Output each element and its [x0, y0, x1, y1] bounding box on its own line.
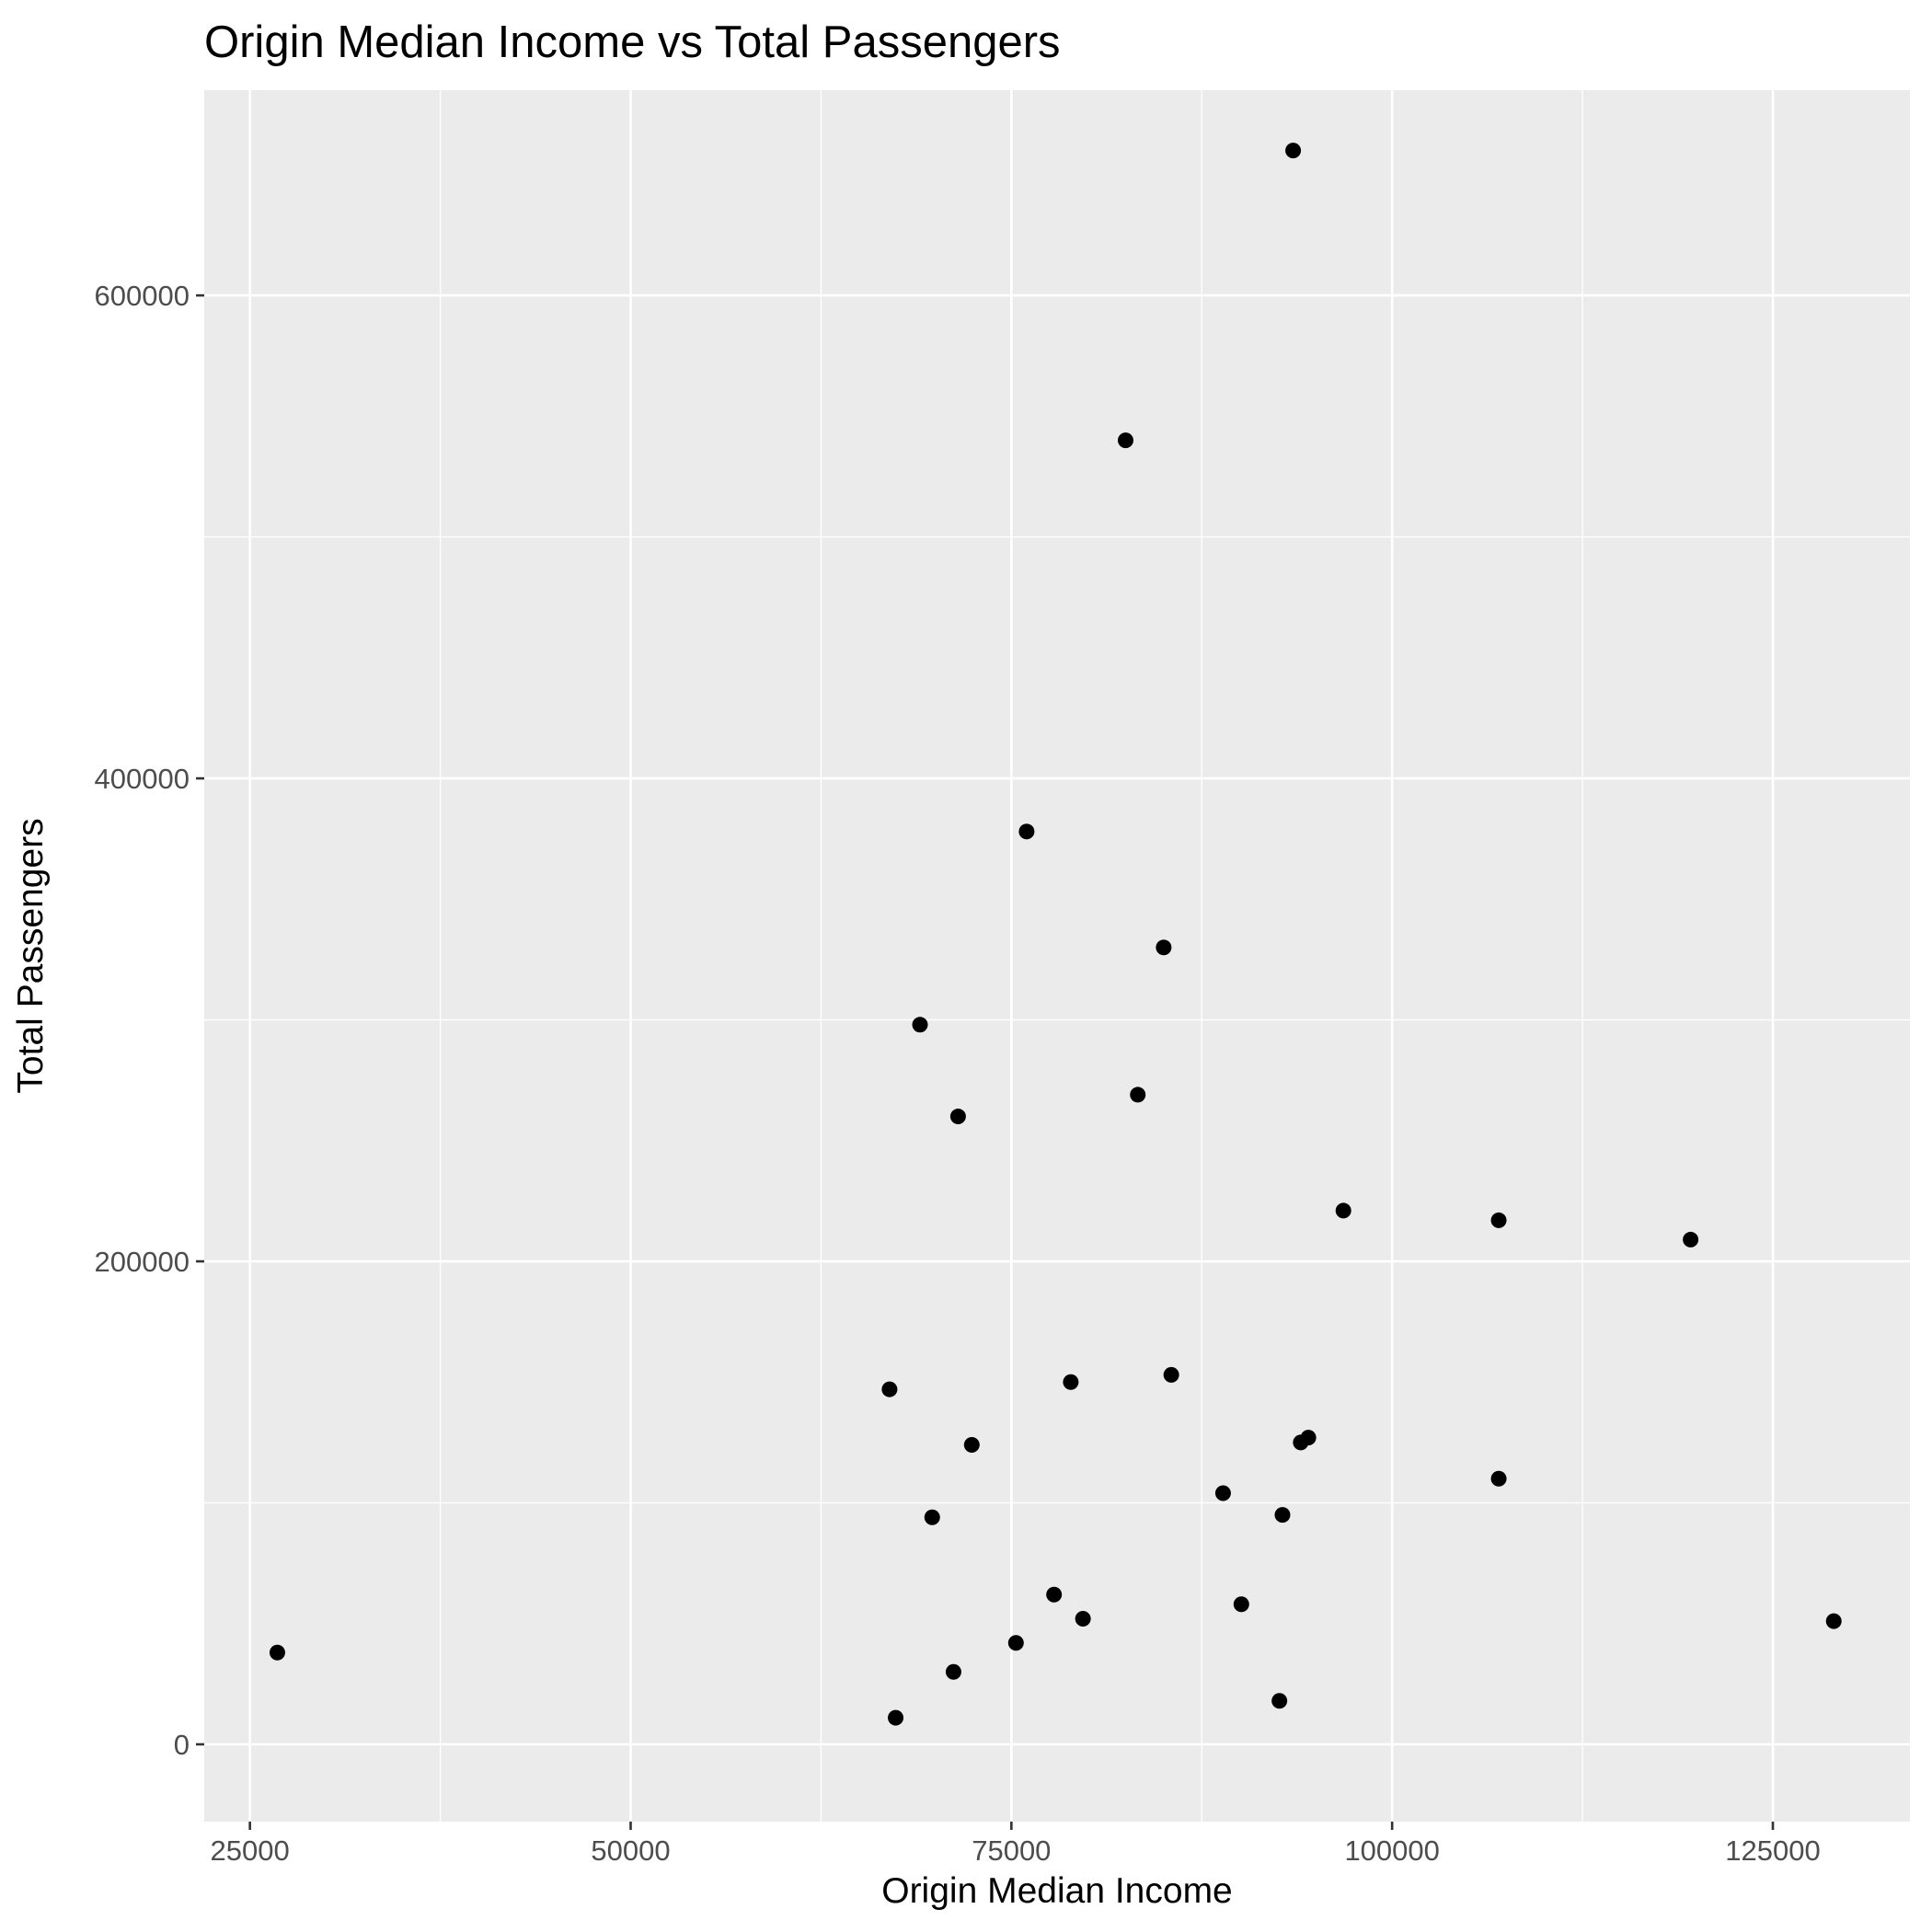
major-gridlines — [204, 90, 1910, 1822]
data-point-15 — [963, 1437, 980, 1454]
y-axis-title: Total Passengers — [11, 818, 51, 1093]
data-point-2 — [1018, 823, 1035, 840]
data-point-7 — [1335, 1202, 1351, 1219]
minor-gridlines — [204, 90, 1910, 1822]
data-point-27 — [1271, 1693, 1288, 1709]
x-tick-label-1: 50000 — [591, 1834, 670, 1867]
x-axis: 25000 50000 75000 100000 125000 — [211, 1822, 1821, 1867]
data-point-20 — [1046, 1586, 1063, 1603]
data-point-18 — [1274, 1507, 1291, 1524]
y-tick-label-3: 600000 — [95, 280, 190, 312]
x-tick-label-3: 100000 — [1344, 1834, 1439, 1867]
x-tick-label-4: 125000 — [1725, 1834, 1820, 1867]
data-point-6 — [949, 1109, 966, 1125]
data-point-12 — [881, 1381, 898, 1397]
data-point-14 — [1293, 1434, 1309, 1451]
data-point-5 — [1130, 1087, 1146, 1103]
data-point-1 — [1117, 432, 1133, 449]
data-point-22 — [1075, 1611, 1091, 1627]
data-point-23 — [1825, 1613, 1842, 1629]
data-point-11 — [1063, 1374, 1079, 1390]
data-point-28 — [888, 1709, 904, 1726]
data-point-9 — [1683, 1231, 1699, 1248]
x-tick-label-2: 75000 — [972, 1834, 1051, 1867]
data-point-10 — [1163, 1366, 1179, 1383]
chart-title: Origin Median Income vs Total Passengers — [204, 17, 1061, 67]
y-tick-label-0: 0 — [174, 1729, 190, 1761]
x-tick-label-0: 25000 — [211, 1834, 290, 1867]
data-point-4 — [912, 1017, 928, 1033]
data-point-0 — [1285, 143, 1302, 159]
data-point-16 — [1490, 1470, 1507, 1487]
data-point-26 — [945, 1663, 961, 1680]
data-point-3 — [1156, 939, 1172, 956]
data-point-17 — [1214, 1485, 1231, 1501]
data-point-19 — [924, 1509, 940, 1525]
y-tick-label-1: 200000 — [95, 1246, 190, 1278]
plot-panel — [204, 90, 1910, 1822]
data-points — [269, 143, 1842, 1726]
data-point-8 — [1490, 1212, 1507, 1228]
x-axis-title: Origin Median Income — [881, 1871, 1233, 1911]
data-point-24 — [269, 1644, 285, 1661]
y-axis: 0 200000 400000 600000 — [95, 280, 204, 1761]
data-point-21 — [1233, 1596, 1249, 1613]
data-point-25 — [1007, 1635, 1024, 1651]
y-tick-label-2: 400000 — [95, 763, 190, 795]
